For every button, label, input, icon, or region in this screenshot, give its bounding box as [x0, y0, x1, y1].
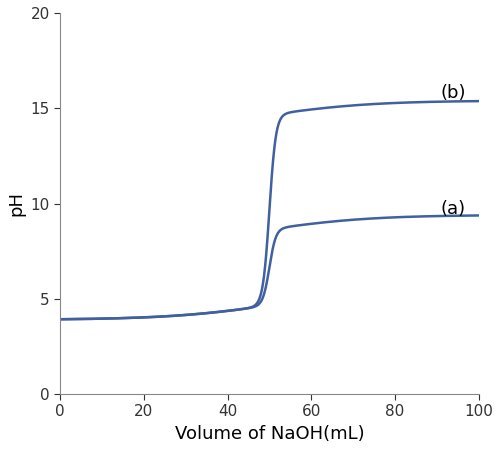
Text: (b): (b)	[440, 84, 466, 102]
X-axis label: Volume of NaOH(mL): Volume of NaOH(mL)	[174, 425, 364, 443]
Text: (a): (a)	[441, 200, 466, 218]
Y-axis label: pH: pH	[7, 191, 25, 216]
